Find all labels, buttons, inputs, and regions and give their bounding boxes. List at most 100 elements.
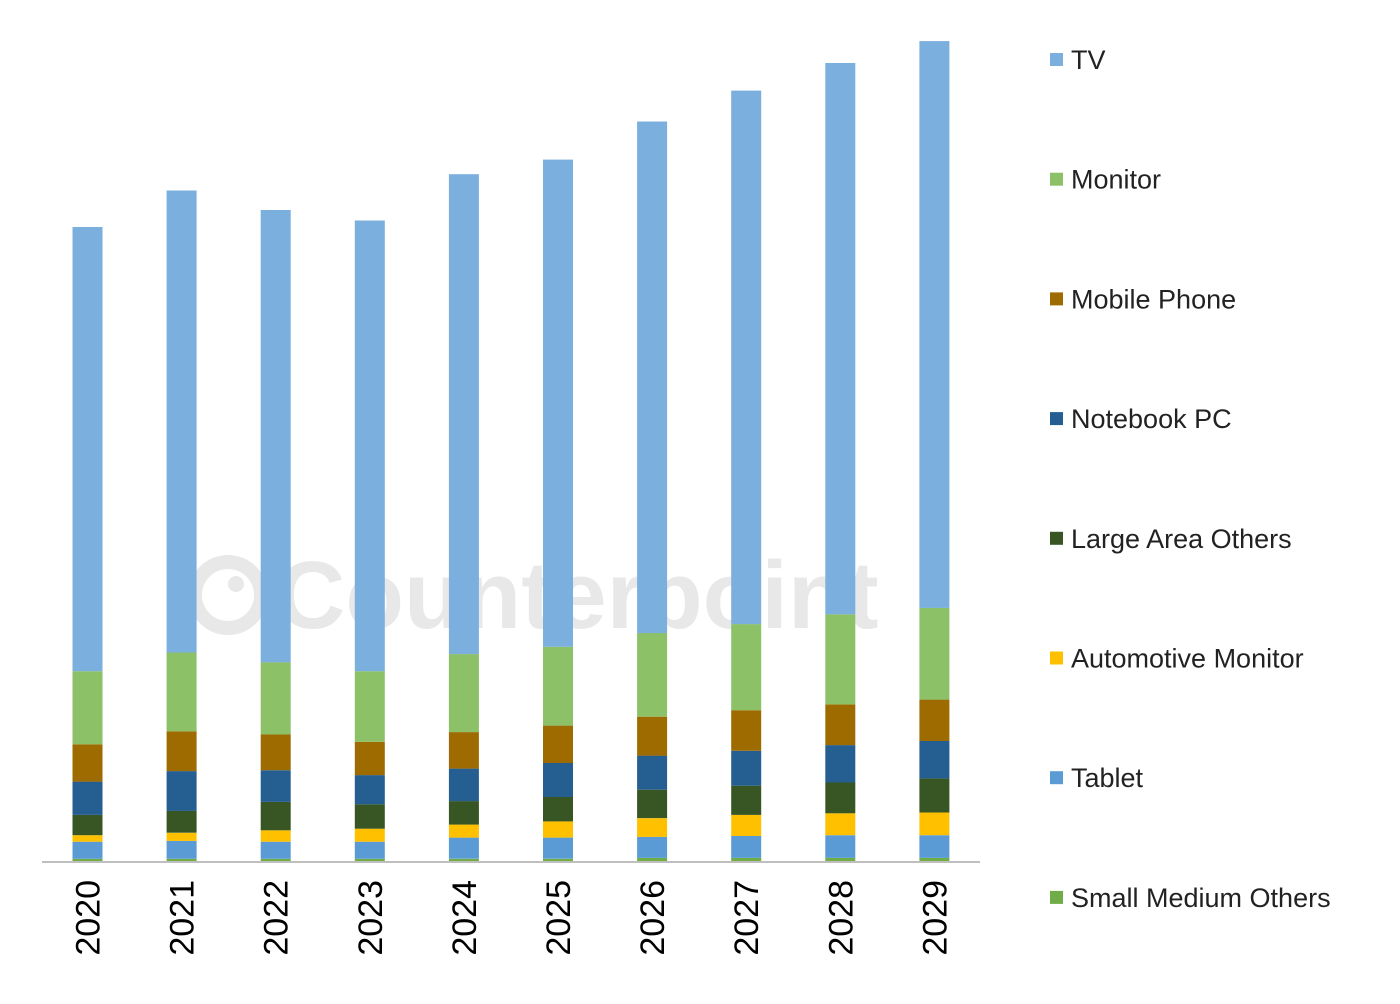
- legend-item-tablet: Tablet: [1050, 763, 1144, 793]
- bar-segment-tablet-2026: [637, 836, 668, 858]
- x-tick-label-2025: 2025: [540, 880, 578, 956]
- bar-segment-notebook-pc-2027: [731, 750, 762, 786]
- legend-item-tv: TV: [1050, 45, 1106, 75]
- bar-segment-automotive-monitor-2024: [448, 824, 479, 838]
- bar-segment-small-medium-others-2029: [919, 857, 950, 862]
- bar-segment-tablet-2027: [731, 836, 762, 858]
- bar-segment-monitor-2024: [448, 654, 479, 733]
- legend-item-small-medium-others: Small Medium Others: [1050, 883, 1331, 913]
- bar-segment-tv-2023: [354, 220, 385, 672]
- bar-segment-automotive-monitor-2028: [825, 813, 856, 836]
- x-axis-labels: 2020 2021 2022 2023 2024 2025 2026 2027 2028 2029: [70, 880, 955, 956]
- legend-label-automotive-monitor: Automotive Monitor: [1071, 644, 1304, 674]
- bar-segment-small-medium-others-2028: [825, 857, 856, 862]
- bar-segment-monitor-2029: [919, 607, 950, 700]
- bar-segment-automotive-monitor-2029: [919, 812, 950, 836]
- bar-segment-mobile-phone-2026: [637, 716, 668, 756]
- bar-segment-tablet-2025: [543, 837, 573, 859]
- bar-segment-tablet-2029: [919, 835, 950, 858]
- legend-label-notebook-pc: Notebook PC: [1071, 404, 1232, 434]
- bar-segment-tv-2027: [731, 90, 762, 625]
- legend-swatch-mobile-phone: [1050, 292, 1063, 306]
- bar-segment-tv-2021: [166, 190, 197, 653]
- bar-segment-monitor-2022: [260, 662, 291, 735]
- legend-swatch-tablet: [1050, 771, 1063, 785]
- bar-segment-mobile-phone-2025: [543, 725, 573, 763]
- bar-segment-monitor-2023: [354, 671, 385, 742]
- x-tick-label-2022: 2022: [258, 880, 296, 956]
- legend-label-monitor: Monitor: [1071, 165, 1161, 195]
- bar-segment-mobile-phone-2022: [260, 734, 291, 771]
- bar-segment-automotive-monitor-2020: [72, 835, 103, 842]
- x-tick-label-2024: 2024: [446, 880, 484, 956]
- legend-item-mobile-phone: Mobile Phone: [1050, 284, 1236, 314]
- watermark-logo-dot-icon: [228, 576, 244, 592]
- watermark: Counterpoint: [188, 542, 879, 649]
- bar-segment-notebook-pc-2021: [166, 771, 197, 811]
- bar-segment-notebook-pc-2025: [543, 762, 573, 797]
- bar-segment-automotive-monitor-2025: [543, 821, 573, 838]
- bar-segment-mobile-phone-2028: [825, 704, 856, 746]
- bar-segment-monitor-2026: [637, 633, 668, 717]
- bar-segment-tv-2028: [825, 63, 856, 615]
- bar-segment-tv-2024: [448, 174, 479, 655]
- legend-label-tablet: Tablet: [1071, 763, 1144, 793]
- legend-swatch-large-area-others: [1050, 531, 1063, 545]
- bar-segment-automotive-monitor-2027: [731, 814, 762, 836]
- bar-segment-small-medium-others-2026: [637, 857, 668, 862]
- bar-segment-small-medium-others-2022: [260, 858, 291, 862]
- bar-segment-automotive-monitor-2022: [260, 830, 291, 842]
- bar-segment-monitor-2028: [825, 614, 856, 705]
- x-tick-label-2023: 2023: [352, 880, 390, 956]
- x-tick-label-2020: 2020: [70, 880, 108, 956]
- bar-segment-automotive-monitor-2023: [354, 828, 385, 842]
- bar-segment-monitor-2025: [543, 646, 573, 726]
- legend-item-automotive-monitor: Automotive Monitor: [1050, 644, 1304, 674]
- x-tick-label-2029: 2029: [916, 880, 954, 956]
- bar-segment-automotive-monitor-2021: [166, 832, 197, 841]
- bar-segment-tablet-2024: [448, 837, 479, 859]
- bar-segment-notebook-pc-2023: [354, 775, 385, 805]
- legend-swatch-automotive-monitor: [1050, 651, 1063, 665]
- bar-segment-small-medium-others-2023: [354, 858, 385, 862]
- legend-item-notebook-pc: Notebook PC: [1050, 404, 1232, 434]
- bar-segment-mobile-phone-2024: [448, 732, 479, 769]
- legend-swatch-tv: [1050, 53, 1063, 66]
- bar-segment-large-area-others-2022: [260, 801, 291, 831]
- legend-swatch-small-medium-others: [1050, 890, 1063, 904]
- bar-segment-tablet-2028: [825, 835, 856, 858]
- bar-segment-large-area-others-2023: [354, 804, 385, 829]
- bar-segment-notebook-pc-2020: [72, 781, 103, 815]
- x-tick-label-2021: 2021: [164, 880, 202, 956]
- bar-segment-monitor-2027: [731, 624, 762, 711]
- legend-item-large-area-others: Large Area Others: [1050, 524, 1292, 554]
- x-tick-label-2027: 2027: [728, 880, 766, 956]
- x-tick-label-2026: 2026: [634, 880, 672, 956]
- bar-segment-notebook-pc-2022: [260, 770, 291, 802]
- legend-swatch-notebook-pc: [1050, 412, 1063, 426]
- bar-segment-tv-2025: [543, 159, 573, 647]
- bar-segment-small-medium-others-2024: [448, 858, 479, 862]
- bar-segment-mobile-phone-2021: [166, 731, 197, 772]
- bar-segment-tv-2029: [919, 41, 950, 608]
- bar-segment-monitor-2020: [72, 671, 103, 745]
- bar-segment-notebook-pc-2029: [919, 741, 950, 779]
- bar-segment-automotive-monitor-2026: [637, 818, 668, 837]
- bar-segment-large-area-others-2024: [448, 801, 479, 825]
- bar-segment-large-area-others-2029: [919, 778, 950, 813]
- legend-label-large-area-others: Large Area Others: [1071, 524, 1292, 554]
- bar-segment-large-area-others-2021: [166, 810, 197, 833]
- legend-label-small-medium-others: Small Medium Others: [1071, 883, 1331, 913]
- bar-segment-tv-2022: [260, 210, 291, 663]
- bar-segment-tablet-2020: [72, 841, 103, 859]
- bars-group: [72, 41, 950, 862]
- x-tick-label-2028: 2028: [822, 880, 860, 956]
- bar-segment-mobile-phone-2029: [919, 699, 950, 741]
- bar-segment-notebook-pc-2024: [448, 768, 479, 802]
- bar-segment-tablet-2021: [166, 840, 197, 859]
- bar-segment-large-area-others-2028: [825, 782, 856, 814]
- bar-segment-tv-2026: [637, 121, 668, 634]
- bar-segment-large-area-others-2025: [543, 797, 573, 822]
- bar-segment-small-medium-others-2020: [72, 858, 103, 862]
